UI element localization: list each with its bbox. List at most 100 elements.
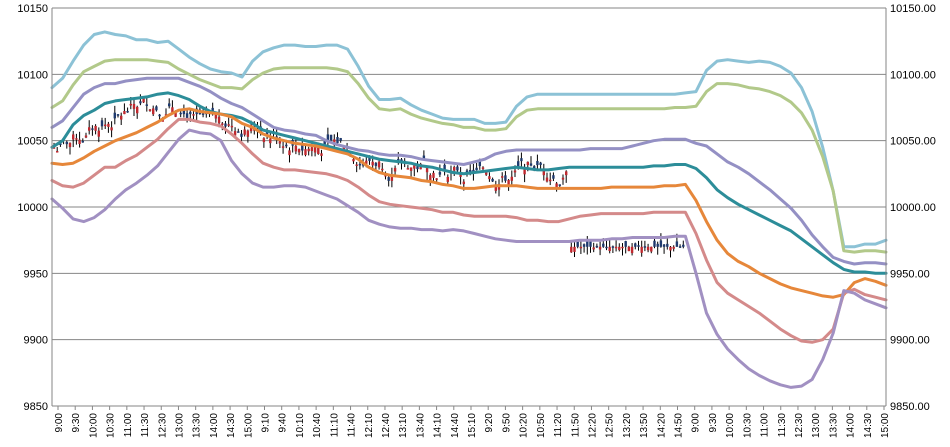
candle-body bbox=[129, 103, 132, 106]
candle-body bbox=[513, 170, 517, 173]
x-tick-label: 12:10 bbox=[364, 413, 375, 438]
candle-body bbox=[94, 125, 97, 131]
candle-body bbox=[171, 107, 174, 113]
candle-body bbox=[443, 164, 446, 170]
candle-body bbox=[262, 138, 266, 143]
x-tick-label: 11:20 bbox=[553, 413, 564, 438]
x-tick-label: 9:50 bbox=[501, 413, 512, 433]
x-tick-label: 12:30 bbox=[794, 413, 805, 438]
candle-body bbox=[456, 166, 459, 171]
x-tick-label: 9:00 bbox=[54, 413, 65, 433]
candle-body bbox=[630, 246, 634, 254]
candle-body bbox=[666, 243, 669, 247]
x-tick-label: 13:30 bbox=[828, 413, 839, 438]
candle-body bbox=[634, 243, 637, 247]
x-tick-label: 13:50 bbox=[639, 413, 650, 438]
candle-body bbox=[435, 178, 438, 180]
x-tick-label: 10:30 bbox=[106, 413, 117, 438]
candle-body bbox=[678, 246, 682, 248]
x-tick-label: 14:00 bbox=[209, 413, 220, 438]
candle-body bbox=[313, 147, 317, 153]
candle-body bbox=[278, 141, 282, 144]
x-tick-label: 10:00 bbox=[725, 413, 736, 438]
candle-body bbox=[425, 168, 429, 173]
candle-body bbox=[586, 241, 589, 247]
candle-body bbox=[310, 147, 314, 152]
x-tick-label: 10:00 bbox=[88, 413, 99, 438]
candle-body bbox=[602, 243, 605, 247]
candle-body bbox=[611, 246, 615, 248]
y-tick-right: 10050.00 bbox=[890, 136, 936, 148]
candle-body bbox=[123, 111, 126, 115]
candle-body bbox=[294, 145, 298, 152]
x-tick-label: 14:50 bbox=[674, 413, 685, 438]
candle-body bbox=[75, 138, 78, 140]
x-tick-label: 12:40 bbox=[381, 413, 392, 438]
candle-body bbox=[358, 163, 362, 166]
x-tick-label: 12:50 bbox=[605, 413, 616, 438]
y-axis-right: 9850.00 9900.00 9950.00 10000.00 10050.00 101… bbox=[885, 3, 936, 413]
candle-body bbox=[598, 246, 602, 250]
candle-body bbox=[246, 130, 250, 137]
candle-body bbox=[59, 143, 62, 145]
candle-body bbox=[438, 172, 442, 175]
x-tick-label: 14:00 bbox=[846, 413, 857, 438]
candle-body bbox=[237, 131, 240, 133]
x-tick-label: 10:10 bbox=[295, 413, 306, 438]
candle-body bbox=[643, 246, 647, 248]
candle-body bbox=[132, 103, 136, 109]
candle-body bbox=[65, 141, 68, 145]
candle-body bbox=[618, 246, 621, 251]
x-tick-label: 9:40 bbox=[278, 413, 289, 433]
candle-body bbox=[142, 97, 145, 103]
x-tick-label: 9:20 bbox=[484, 413, 495, 433]
candle-body bbox=[214, 114, 218, 119]
candle-body bbox=[494, 185, 498, 191]
candle-body bbox=[84, 135, 88, 138]
candle-body bbox=[675, 241, 679, 247]
candle-body bbox=[352, 159, 355, 162]
candle-body bbox=[416, 166, 419, 170]
candle-body bbox=[646, 246, 650, 251]
candle-body bbox=[413, 165, 416, 169]
x-tick-label: 14:30 bbox=[863, 413, 874, 438]
candle-body bbox=[100, 120, 104, 127]
candle-body bbox=[104, 124, 107, 127]
candle-body bbox=[168, 103, 171, 107]
x-tick-label: 13:40 bbox=[415, 413, 426, 438]
candle-body bbox=[368, 156, 371, 161]
candle-body bbox=[148, 109, 152, 111]
y-tick-left: 10000 bbox=[17, 202, 48, 214]
candle-body bbox=[381, 168, 384, 171]
candle-body bbox=[185, 113, 189, 119]
x-tick-label: 14:30 bbox=[226, 413, 237, 438]
candle-body bbox=[558, 184, 562, 186]
candle-body bbox=[281, 146, 285, 148]
candle-body bbox=[459, 174, 462, 177]
candle-body bbox=[650, 246, 653, 252]
candle-body bbox=[91, 128, 94, 130]
candle-body bbox=[88, 127, 91, 131]
candle-body bbox=[68, 142, 72, 148]
candle-body bbox=[336, 137, 339, 144]
series-line-3 bbox=[50, 91, 888, 275]
candle-body bbox=[565, 171, 568, 176]
x-tick-label: 15:00 bbox=[880, 413, 891, 438]
candle-body bbox=[662, 244, 666, 247]
candle-body bbox=[288, 150, 291, 156]
candle-body bbox=[342, 147, 346, 150]
candle-body bbox=[595, 245, 599, 248]
candle-body bbox=[570, 246, 573, 253]
candle-body bbox=[317, 147, 320, 154]
x-tick-label: 15:00 bbox=[243, 413, 254, 438]
x-tick-label: 13:30 bbox=[192, 413, 203, 438]
y-tick-right: 9850.00 bbox=[890, 401, 930, 413]
candle-body bbox=[659, 240, 663, 247]
series-line-0 bbox=[50, 30, 888, 249]
candle-body bbox=[589, 241, 592, 247]
x-axis: 9:00 9:30 10:00 10:30 11:00 11:30 12:30 13:00 13… bbox=[52, 405, 891, 438]
y-tick-left: 10100 bbox=[17, 69, 48, 81]
x-tick-label: 9:30 bbox=[708, 413, 719, 433]
candle-body bbox=[653, 240, 656, 247]
